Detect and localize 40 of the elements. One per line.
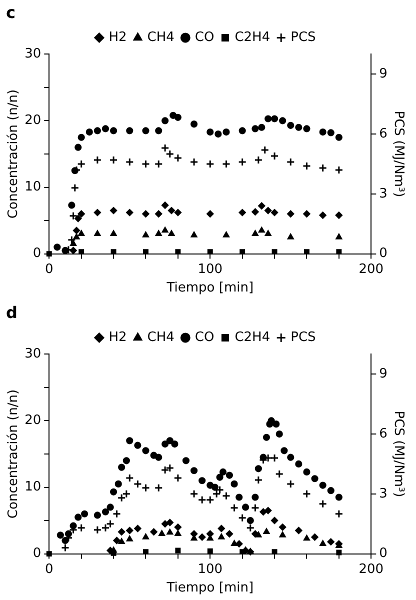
x-tick-label: 0 xyxy=(45,562,54,577)
x-axis-title: Tiempo [min] xyxy=(166,280,254,296)
y-tick-label: 0 xyxy=(32,246,42,262)
y-tick-label: 20 xyxy=(24,113,42,128)
y-tick-label: 30 xyxy=(24,346,42,362)
legend-label: C2H4 xyxy=(234,330,270,346)
x-axis-title: Tiempo [min] xyxy=(166,580,254,596)
y2-tick-label: 9 xyxy=(379,66,388,82)
y2-tick-label: 0 xyxy=(379,546,388,562)
y2-tick-label: 9 xyxy=(379,366,388,382)
y-axis-title: Concentración (n/n) xyxy=(6,389,22,519)
legend-label: CO xyxy=(194,330,214,346)
legend-label: CH4 xyxy=(147,30,174,46)
y2-axis-title: PCS (MJ/Nm³) xyxy=(390,110,406,198)
y2-axis-title: PCS (MJ/Nm³) xyxy=(390,410,406,498)
legend-label: H2 xyxy=(108,330,127,346)
x-tick-label: 100 xyxy=(198,562,223,577)
y2-tick-label: 6 xyxy=(379,126,388,142)
y-tick-label: 0 xyxy=(32,546,42,562)
x-tick-label: 0 xyxy=(45,262,54,277)
chart-title: c xyxy=(6,2,16,22)
y-tick-label: 10 xyxy=(24,180,42,195)
y-tick-label: 10 xyxy=(24,480,42,495)
legend-label: C2H4 xyxy=(234,30,270,46)
x-tick-label: 100 xyxy=(198,262,223,277)
y2-tick-label: 3 xyxy=(379,186,388,202)
legend-label: PCS xyxy=(290,30,316,46)
legend-label: CH4 xyxy=(147,330,174,346)
x-tick-label: 200 xyxy=(358,562,384,577)
y-tick-label: 20 xyxy=(24,413,42,428)
x-tick-label: 200 xyxy=(358,262,384,277)
legend-label: CO xyxy=(194,30,214,46)
y-axis-title: Concentración (n/n) xyxy=(6,89,22,219)
y-tick-label: 30 xyxy=(24,46,42,62)
legend-label: PCS xyxy=(290,330,316,346)
y2-tick-label: 6 xyxy=(379,426,388,442)
chart-title: d xyxy=(6,302,18,322)
legend-label: H2 xyxy=(108,30,127,46)
y2-tick-label: 0 xyxy=(379,246,388,262)
y2-tick-label: 3 xyxy=(379,486,388,502)
